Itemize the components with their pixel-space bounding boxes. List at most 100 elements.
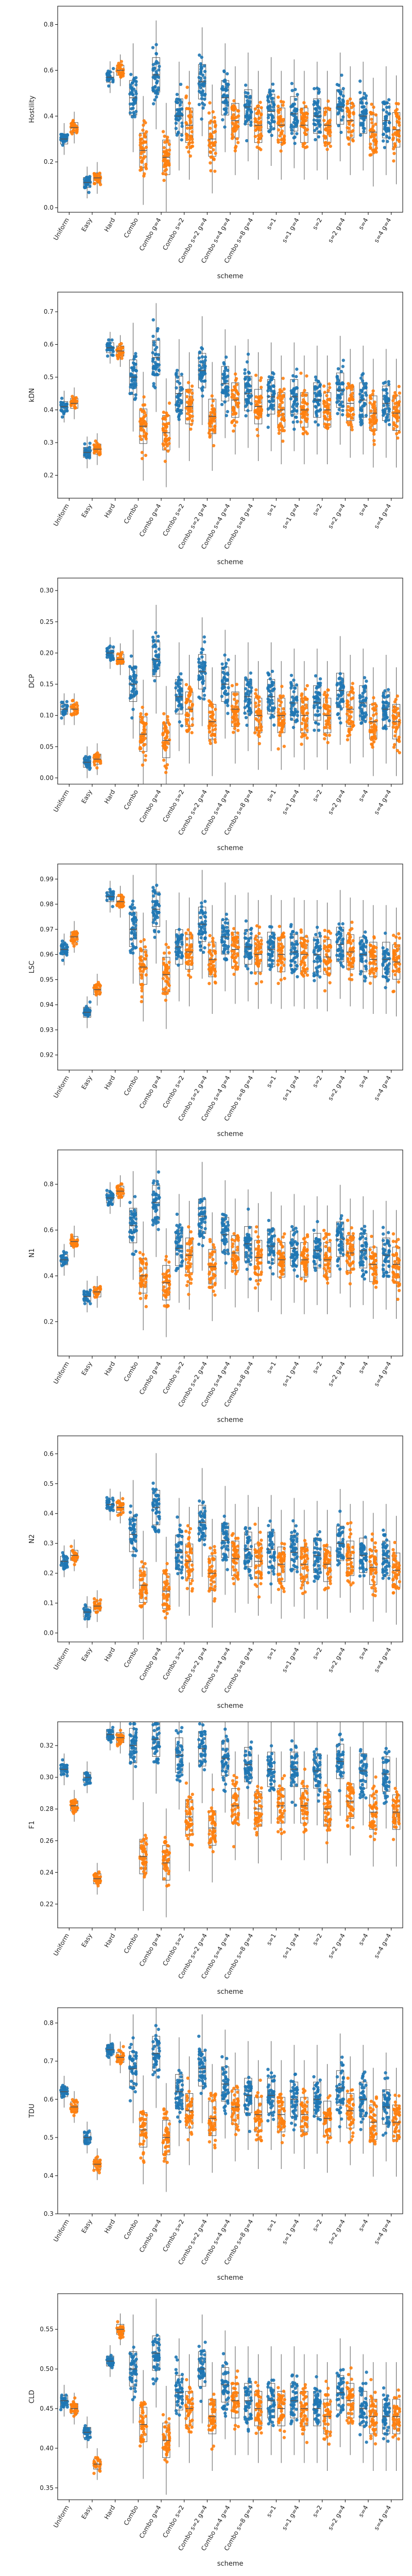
- data-point: [230, 704, 234, 708]
- data-point: [392, 396, 397, 400]
- data-point: [372, 135, 376, 139]
- data-point: [141, 705, 144, 709]
- data-point: [281, 723, 284, 726]
- data-point: [346, 738, 350, 742]
- data-point: [140, 982, 144, 987]
- data-point: [189, 115, 193, 119]
- data-point: [161, 733, 165, 737]
- data-point: [277, 721, 281, 725]
- data-point: [362, 942, 366, 946]
- data-point: [304, 105, 308, 109]
- data-point: [269, 684, 273, 688]
- data-point: [162, 411, 165, 414]
- data-point: [175, 953, 179, 957]
- data-point: [175, 386, 178, 389]
- data-point: [88, 175, 92, 178]
- data-point: [295, 397, 298, 401]
- data-point: [305, 419, 308, 423]
- data-point: [341, 87, 345, 91]
- data-point: [245, 398, 248, 402]
- data-point: [232, 108, 235, 112]
- data-point: [214, 740, 217, 744]
- data-point: [271, 681, 276, 685]
- data-point: [277, 707, 281, 711]
- y-tick-label: 0.99: [40, 875, 54, 883]
- y-tick-label: 0.5: [44, 374, 54, 381]
- y-tick-label: 0.98: [40, 901, 54, 908]
- data-point: [180, 724, 184, 727]
- data-point: [139, 712, 143, 716]
- data-point: [88, 1013, 91, 1016]
- data-point: [386, 951, 389, 955]
- data-point: [372, 416, 375, 420]
- x-tick-label: Uniform: [52, 503, 71, 528]
- x-axis-label: scheme: [217, 1130, 244, 1138]
- data-point: [175, 374, 178, 377]
- data-point: [203, 664, 207, 668]
- data-point: [178, 703, 182, 707]
- data-point: [116, 657, 120, 660]
- x-tick-label: s=2 g=4: [327, 1075, 347, 1102]
- data-point: [359, 100, 363, 104]
- data-point: [244, 692, 248, 697]
- data-point: [132, 87, 136, 91]
- data-point: [142, 157, 145, 160]
- data-point: [164, 417, 167, 421]
- data-point: [294, 97, 298, 101]
- data-point: [200, 346, 203, 350]
- data-point: [336, 399, 340, 403]
- data-point: [199, 916, 202, 920]
- data-point: [328, 382, 331, 386]
- data-point: [144, 165, 148, 169]
- data-point: [363, 690, 367, 693]
- data-point: [176, 100, 179, 105]
- data-point: [347, 382, 350, 385]
- data-point: [198, 677, 202, 681]
- data-point: [296, 714, 299, 717]
- data-point: [315, 703, 319, 707]
- data-point: [178, 381, 182, 385]
- data-point: [75, 936, 79, 939]
- data-point: [132, 665, 136, 669]
- data-point: [254, 981, 258, 986]
- data-point: [293, 946, 297, 950]
- data-point: [290, 935, 294, 939]
- data-point: [364, 965, 368, 969]
- data-point: [249, 681, 252, 684]
- data-point: [139, 434, 142, 438]
- data-point: [346, 699, 349, 703]
- data-point: [203, 93, 207, 97]
- data-point: [348, 733, 352, 737]
- data-point: [271, 89, 275, 93]
- data-point: [267, 952, 270, 956]
- data-point: [346, 99, 350, 103]
- data-point: [340, 413, 345, 417]
- data-point: [128, 111, 132, 115]
- data-point: [339, 369, 344, 374]
- data-point: [61, 952, 64, 956]
- data-point: [177, 963, 180, 967]
- data-point: [140, 150, 144, 154]
- data-point: [312, 122, 316, 126]
- data-point: [278, 703, 282, 707]
- data-point: [107, 84, 111, 88]
- data-point: [203, 379, 207, 383]
- data-point: [341, 965, 345, 969]
- data-point: [187, 973, 191, 977]
- data-point: [338, 700, 342, 704]
- data-point: [230, 943, 234, 947]
- data-point: [111, 645, 115, 649]
- data-point: [139, 940, 143, 943]
- data-point: [164, 437, 167, 441]
- data-point: [322, 737, 327, 741]
- data-point: [248, 108, 252, 112]
- data-point: [382, 726, 385, 730]
- data-point: [282, 744, 286, 748]
- data-point: [178, 720, 181, 724]
- data-point: [351, 123, 355, 127]
- data-point: [211, 399, 215, 403]
- data-point: [64, 408, 68, 412]
- data-point: [164, 998, 167, 1002]
- data-point: [202, 693, 207, 697]
